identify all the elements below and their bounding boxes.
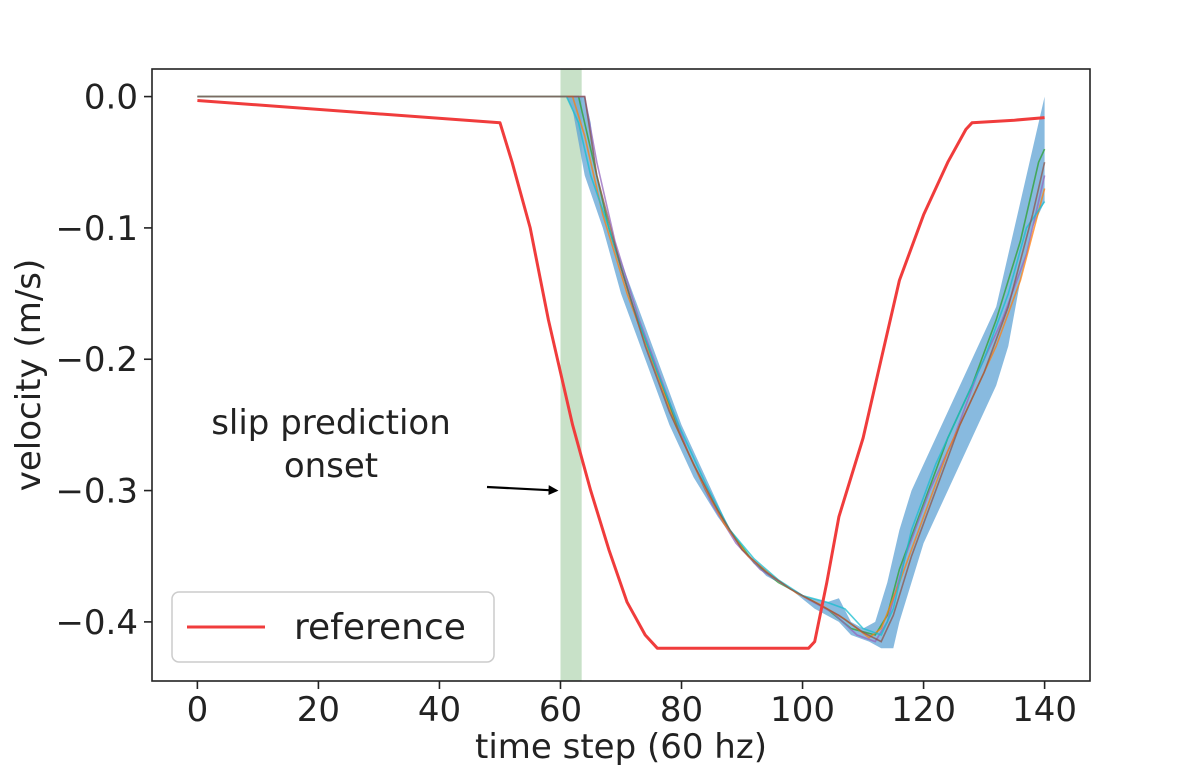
- y-axis-label: velocity (m/s): [9, 259, 49, 492]
- legend: reference: [171, 591, 495, 663]
- y-axis: 0.0 −0.1 −0.2 −0.3 −0.4: [55, 78, 152, 643]
- reference-layer: [197, 99, 1045, 650]
- x-tick-label: 140: [1012, 690, 1077, 730]
- x-tick-label: 20: [297, 690, 340, 730]
- y-tick-label: −0.3: [55, 472, 138, 512]
- x-tick-label: 40: [418, 690, 461, 730]
- plot-frame: [151, 68, 1091, 682]
- legend-reference-label: reference: [294, 607, 466, 648]
- legend-box: [171, 591, 495, 663]
- x-tick-label: 60: [539, 690, 582, 730]
- y-tick-label: 0.0: [84, 78, 138, 118]
- x-tick-label: 80: [660, 690, 703, 730]
- slip-onset-band: [560, 69, 582, 681]
- annotation: slip prediction onset: [211, 403, 559, 496]
- prediction-band-layer: [566, 96, 1045, 649]
- y-tick-label: −0.1: [55, 209, 138, 249]
- y-tick-label: −0.2: [55, 340, 138, 380]
- x-tick-label: 0: [187, 690, 209, 730]
- x-tick-label: 120: [891, 690, 956, 730]
- prediction-band: [566, 96, 1045, 649]
- onset-layer: [560, 69, 582, 681]
- predicted-trajectory-5: [197, 95, 1046, 643]
- trajectory-layer: [197, 95, 1046, 643]
- x-axis: 0 20 40 60 80 100 120 140: [187, 681, 1077, 730]
- reference-line: [197, 99, 1045, 650]
- annotation-line-1: slip prediction: [211, 403, 451, 443]
- annotation-line-2: onset: [284, 446, 378, 486]
- y-tick-label: −0.4: [55, 603, 138, 643]
- annotation-arrow: [486, 485, 559, 496]
- x-axis-label: time step (60 hz): [475, 727, 767, 767]
- x-tick-label: 100: [770, 690, 835, 730]
